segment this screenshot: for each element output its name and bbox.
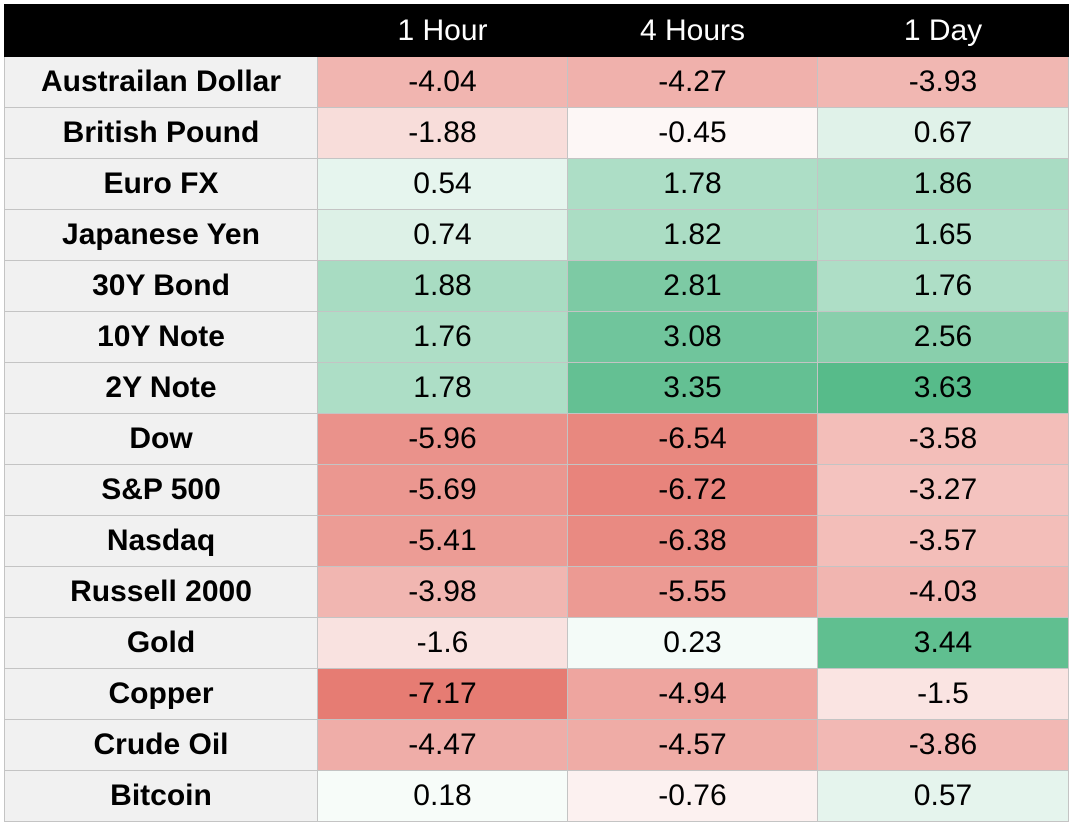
row-label: Dow: [4, 413, 318, 465]
heatmap-cell: 0.57: [817, 770, 1069, 822]
heatmap-cell: 3.35: [567, 362, 818, 414]
column-header: 4 Hours: [567, 4, 818, 57]
row-label: 30Y Bond: [4, 260, 318, 312]
heatmap-cell: 3.63: [817, 362, 1069, 414]
heatmap-cell: -1.5: [817, 668, 1069, 720]
row-label: Japanese Yen: [4, 209, 318, 261]
row-label: S&P 500: [4, 464, 318, 516]
heatmap-cell: 1.88: [317, 260, 568, 312]
heatmap-cell: 0.23: [567, 617, 818, 669]
row-label: Bitcoin: [4, 770, 318, 822]
table-row: British Pound -1.88 -0.45 0.67: [4, 107, 1069, 159]
table-row: 30Y Bond 1.88 2.81 1.76: [4, 260, 1069, 312]
heatmap-cell: 1.78: [567, 158, 818, 210]
table-body: Austrailan Dollar -4.04 -4.27 -3.93 British …: [4, 56, 1069, 822]
heatmap-cell: 2.56: [817, 311, 1069, 363]
table-row: Japanese Yen 0.74 1.82 1.65: [4, 209, 1069, 261]
heatmap-cell: -4.27: [567, 56, 818, 108]
heatmap-cell: -6.38: [567, 515, 818, 567]
heatmap-cell: -3.93: [817, 56, 1069, 108]
heatmap-cell: -3.98: [317, 566, 568, 618]
heatmap-cell: 2.81: [567, 260, 818, 312]
table-row: Austrailan Dollar -4.04 -4.27 -3.93: [4, 56, 1069, 108]
heatmap-cell: 3.08: [567, 311, 818, 363]
heatmap-cell: -0.76: [567, 770, 818, 822]
table-row: Gold -1.6 0.23 3.44: [4, 617, 1069, 669]
heatmap-cell: -6.72: [567, 464, 818, 516]
heatmap-cell: -5.96: [317, 413, 568, 465]
row-label: British Pound: [4, 107, 318, 159]
heatmap-cell: 1.86: [817, 158, 1069, 210]
heatmap-cell: 0.54: [317, 158, 568, 210]
heatmap-cell: 0.18: [317, 770, 568, 822]
heatmap-cell: -7.17: [317, 668, 568, 720]
row-label: Austrailan Dollar: [4, 56, 318, 108]
table-row: Russell 2000 -3.98 -5.55 -4.03: [4, 566, 1069, 618]
row-label: Copper: [4, 668, 318, 720]
corner-cell: [4, 4, 318, 57]
heatmap-cell: -1.6: [317, 617, 568, 669]
heatmap-cell: -1.88: [317, 107, 568, 159]
column-header: 1 Day: [817, 4, 1069, 57]
heatmap-cell: 1.82: [567, 209, 818, 261]
table-row: Copper -7.17 -4.94 -1.5: [4, 668, 1069, 720]
heatmap-cell: -0.45: [567, 107, 818, 159]
header-row-group: 1 Hour 4 Hours 1 Day: [4, 4, 1069, 57]
table-row: S&P 500 -5.69 -6.72 -3.27: [4, 464, 1069, 516]
table-row: Euro FX 0.54 1.78 1.86: [4, 158, 1069, 210]
heatmap-cell: -3.58: [817, 413, 1069, 465]
row-label: Crude Oil: [4, 719, 318, 771]
row-label: 10Y Note: [4, 311, 318, 363]
heatmap-cell: -3.86: [817, 719, 1069, 771]
heatmap-cell: 1.76: [817, 260, 1069, 312]
heatmap-cell: -3.27: [817, 464, 1069, 516]
row-label: Gold: [4, 617, 318, 669]
table-row: 10Y Note 1.76 3.08 2.56: [4, 311, 1069, 363]
heatmap-cell: -4.03: [817, 566, 1069, 618]
heatmap-cell: -4.04: [317, 56, 568, 108]
header-row: 1 Hour 4 Hours 1 Day: [4, 4, 1069, 57]
heatmap-cell: -5.41: [317, 515, 568, 567]
row-label: 2Y Note: [4, 362, 318, 414]
row-label: Nasdaq: [4, 515, 318, 567]
heatmap-cell: 3.44: [817, 617, 1069, 669]
heatmap-cell: -4.57: [567, 719, 818, 771]
heatmap-cell: 1.65: [817, 209, 1069, 261]
heatmap-cell: -5.55: [567, 566, 818, 618]
row-label: Russell 2000: [4, 566, 318, 618]
table-row: Dow -5.96 -6.54 -3.58: [4, 413, 1069, 465]
column-header: 1 Hour: [317, 4, 568, 57]
heatmap-cell: -4.94: [567, 668, 818, 720]
heatmap-cell: 0.67: [817, 107, 1069, 159]
heatmap-cell: 0.74: [317, 209, 568, 261]
table-row: Crude Oil -4.47 -4.57 -3.86: [4, 719, 1069, 771]
heatmap-cell: -4.47: [317, 719, 568, 771]
heatmap-cell: -5.69: [317, 464, 568, 516]
heatmap-cell: -3.57: [817, 515, 1069, 567]
heatmap-cell: 1.76: [317, 311, 568, 363]
table-row: 2Y Note 1.78 3.35 3.63: [4, 362, 1069, 414]
heatmap-table: 1 Hour 4 Hours 1 Day Austrailan Dollar -4.0…: [4, 4, 1069, 822]
table-row: Bitcoin 0.18 -0.76 0.57: [4, 770, 1069, 822]
heatmap-cell: -6.54: [567, 413, 818, 465]
heatmap-cell: 1.78: [317, 362, 568, 414]
row-label: Euro FX: [4, 158, 318, 210]
table-row: Nasdaq -5.41 -6.38 -3.57: [4, 515, 1069, 567]
